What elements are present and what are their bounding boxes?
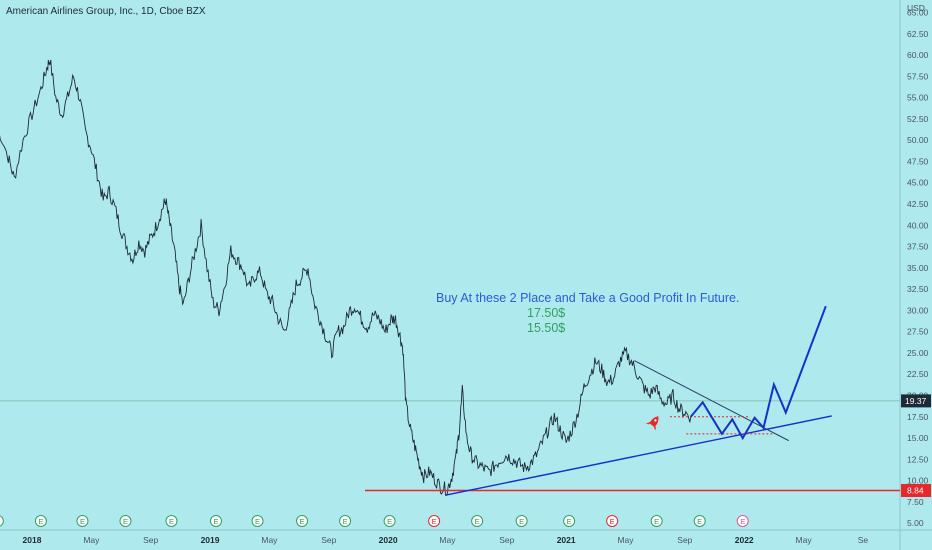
earnings-marker[interactable]: E (736, 515, 749, 527)
time-tick-label: Sep (143, 535, 158, 545)
earnings-marker-label: E (80, 517, 85, 526)
time-tick-label: 2019 (201, 535, 220, 545)
earnings-marker-label: E (697, 517, 702, 526)
earnings-marker-label: E (300, 517, 305, 526)
projection-path[interactable] (690, 305, 827, 441)
earnings-marker[interactable]: E (471, 515, 484, 527)
earnings-marker-label: E (740, 517, 745, 526)
time-tick-label: May (439, 535, 456, 545)
earnings-marker[interactable]: E (296, 515, 309, 527)
price-axis[interactable]: 5.007.5010.0012.5015.0017.5020.0022.5025… (899, 0, 929, 550)
earnings-marker[interactable]: E (76, 515, 89, 527)
earnings-marker-label: E (519, 517, 524, 526)
earnings-marker[interactable]: E (165, 515, 178, 527)
time-tick-label: 2018 (23, 535, 42, 545)
price-tick-label: 40.00 (907, 220, 929, 230)
earnings-marker-label: E (213, 517, 218, 526)
time-tick-label: Sep (499, 535, 514, 545)
earnings-marker-label: E (343, 517, 348, 526)
annotation-target-1: 17.50$ (527, 306, 565, 320)
price-tick-label: 22.50 (907, 369, 929, 379)
price-tick-label: 5.00 (907, 518, 924, 528)
price-tick-label: 47.50 (907, 156, 929, 166)
earnings-marker[interactable]: E (606, 515, 619, 527)
earnings-marker-label: E (255, 517, 260, 526)
earnings-marker[interactable]: E (0, 515, 4, 527)
price-tick-label: 62.50 (907, 29, 929, 39)
uptrend-line[interactable] (445, 415, 832, 496)
price-tick-label: 42.50 (907, 199, 929, 209)
time-axis[interactable]: 2018 May Sep 2019 May Sep 2020 May Sep 2021 May Sep… (0, 529, 932, 545)
current-price-label: 19.37 (905, 396, 927, 406)
annotation-target-2: 15.50$ (527, 321, 565, 335)
earnings-marker[interactable]: E (515, 515, 528, 527)
earnings-marker-label: E (654, 517, 659, 526)
time-tick-label: Se (858, 535, 869, 545)
price-tick-label: 10.00 (907, 476, 929, 486)
time-tick-label: Sep (321, 535, 336, 545)
time-tick-label: May (617, 535, 634, 545)
time-tick-label: May (261, 535, 278, 545)
price-tick-label: 45.00 (907, 178, 929, 188)
price-tick-label: 50.00 (907, 135, 929, 145)
price-tick-label: 15.00 (907, 433, 929, 443)
price-tick-label: 27.50 (907, 327, 929, 337)
price-tick-label: 30.00 (907, 305, 929, 315)
earnings-marker[interactable]: E (34, 515, 47, 527)
price-tick-label: 55.00 (907, 93, 929, 103)
earnings-marker[interactable]: E (650, 515, 663, 527)
earnings-marker[interactable]: E (428, 515, 441, 527)
earnings-marker[interactable]: E (339, 515, 352, 527)
earnings-marker-label: E (38, 517, 43, 526)
earnings-marker-label: E (169, 517, 174, 526)
time-tick-label: May (796, 535, 813, 545)
price-tick-label: 37.50 (907, 242, 929, 252)
earnings-marker[interactable]: E (119, 515, 132, 527)
price-tick-label: 32.50 (907, 284, 929, 294)
price-tick-label: 52.50 (907, 114, 929, 124)
earnings-marker[interactable]: E (209, 515, 222, 527)
price-tick-label: 35.00 (907, 263, 929, 273)
earnings-marker-label: E (432, 517, 437, 526)
earnings-marker-label: E (387, 517, 392, 526)
earnings-marker-label: E (610, 517, 615, 526)
currency-label: USD (907, 3, 925, 13)
earnings-marker-label: E (567, 517, 572, 526)
time-tick-label: 2020 (379, 535, 398, 545)
earnings-marker-label: E (475, 517, 480, 526)
time-tick-label: 2021 (557, 535, 576, 545)
price-tick-label: 12.50 (907, 454, 929, 464)
earnings-marker[interactable]: E (693, 515, 706, 527)
price-tick-label: 65.00 (907, 8, 929, 18)
earnings-marker[interactable]: E (383, 515, 396, 527)
time-tick-label: May (83, 535, 100, 545)
price-tick-label: 25.00 (907, 348, 929, 358)
time-tick-label: Sep (677, 535, 692, 545)
earnings-marker[interactable]: E (563, 515, 576, 527)
earnings-markers[interactable]: EEEEEEEEEEEEEEEEEE (0, 515, 749, 527)
chart-title: American Airlines Group, Inc., 1D, Cboe … (6, 6, 206, 17)
support-price-label: 8.84 (907, 486, 924, 496)
time-tick-label: 2022 (735, 535, 754, 545)
support-price-tag: 8.84 (901, 484, 931, 498)
earnings-marker-label: E (123, 517, 128, 526)
current-price-tag: 19.37 (901, 394, 931, 408)
price-tick-label: 57.50 (907, 71, 929, 81)
earnings-marker[interactable]: E (251, 515, 264, 527)
price-tick-label: 7.50 (907, 497, 924, 507)
rocket-icon (645, 416, 659, 431)
price-tick-label: 17.50 (907, 412, 929, 422)
annotation-headline: Buy At these 2 Place and Take a Good Pro… (436, 291, 739, 305)
price-series-line (0, 59, 692, 496)
price-tick-label: 60.00 (907, 50, 929, 60)
